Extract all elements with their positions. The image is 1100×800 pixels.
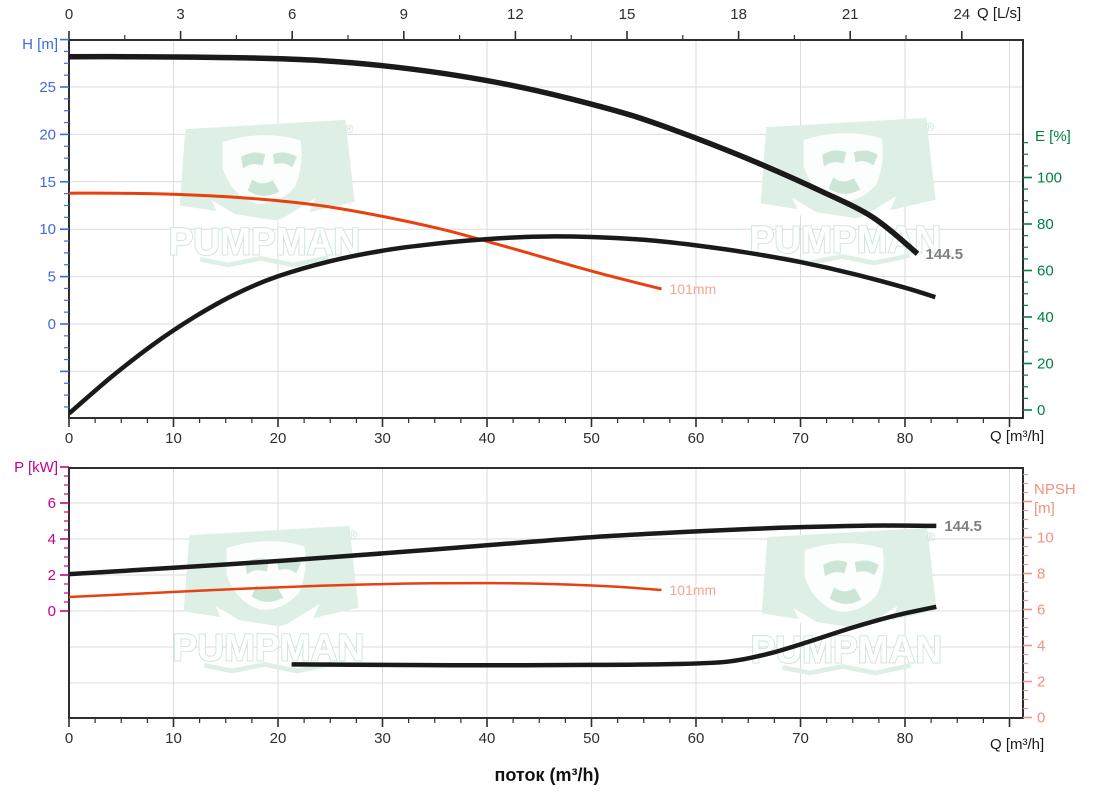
svg-text:80: 80: [897, 730, 914, 747]
svg-text:21: 21: [842, 6, 859, 23]
power-curve-144.5: 144.5: [69, 518, 982, 577]
svg-text:6: 6: [48, 495, 56, 512]
svg-text:60: 60: [688, 730, 705, 747]
svg-text:4: 4: [1037, 638, 1045, 655]
efficiency-curve-144.5: [69, 234, 936, 416]
svg-text:0: 0: [1037, 710, 1045, 727]
svg-text:80: 80: [1037, 216, 1054, 233]
svg-text:10: 10: [165, 430, 182, 447]
head-curve-144.5: 144.5: [69, 53, 964, 263]
svg-text:0: 0: [65, 430, 73, 447]
svg-text:24: 24: [953, 6, 970, 23]
svg-text:6: 6: [1037, 602, 1045, 619]
svg-text:30: 30: [374, 430, 391, 447]
pumpman-watermark: ®PUMPMAN: [172, 525, 365, 674]
power-axis-title: P [kW]: [14, 459, 58, 476]
curve-label: 144.5: [944, 518, 982, 535]
curve-label: 101mm: [670, 281, 717, 297]
svg-text:15: 15: [39, 174, 56, 191]
efficiency-axis-title: E [%]: [1035, 128, 1071, 145]
pumpman-watermark: ®PUMPMAN: [749, 117, 942, 266]
svg-text:15: 15: [619, 6, 636, 23]
flow-axis-title: поток (m³/h): [494, 765, 600, 785]
curve-label: 144.5: [926, 246, 964, 263]
svg-text:40: 40: [1037, 309, 1054, 326]
svg-text:20: 20: [270, 730, 287, 747]
svg-text:10: 10: [1037, 530, 1054, 547]
svg-text:3: 3: [176, 6, 184, 23]
svg-text:2: 2: [48, 567, 56, 584]
svg-text:0: 0: [65, 6, 73, 23]
axis-ticks: 0 10 20 30 40 50 60 70 80 0 3 6 9 12 15 18 21 24 0 5 10 15 20 2…: [39, 6, 1062, 447]
svg-text:9: 9: [400, 6, 408, 23]
svg-text:50: 50: [583, 430, 600, 447]
registered-mark-icon: ®: [345, 122, 354, 136]
svg-text:18: 18: [730, 6, 747, 23]
svg-text:4: 4: [48, 531, 56, 548]
svg-text:5: 5: [48, 269, 56, 286]
svg-text:0: 0: [65, 730, 73, 747]
svg-text:80: 80: [897, 430, 914, 447]
registered-mark-icon: ®: [349, 528, 358, 542]
svg-text:20: 20: [270, 430, 287, 447]
svg-text:70: 70: [792, 430, 809, 447]
svg-text:10: 10: [165, 730, 182, 747]
power-curve-101mm: 101mm: [69, 581, 717, 599]
svg-text:0: 0: [1037, 402, 1045, 419]
npsh-axis-unit: [m]: [1034, 500, 1055, 517]
svg-text:2: 2: [1037, 674, 1045, 691]
npsh-axis-title: NPSH: [1034, 481, 1076, 498]
svg-text:40: 40: [479, 430, 496, 447]
svg-text:0: 0: [48, 603, 56, 620]
q-m3h-axis-title-top: Q [m³/h]: [990, 428, 1045, 445]
svg-text:60: 60: [1037, 263, 1054, 280]
svg-text:40: 40: [479, 730, 496, 747]
head-curve-101mm: 101mm: [69, 191, 717, 297]
svg-text:25: 25: [39, 79, 56, 96]
q-m3h-axis-title-bottom: Q [m³/h]: [990, 736, 1045, 753]
svg-text:30: 30: [374, 730, 391, 747]
registered-mark-icon: ®: [927, 530, 936, 544]
curve-label: 101mm: [670, 582, 717, 598]
h-axis-title: H [m]: [22, 36, 58, 53]
svg-text:12: 12: [507, 6, 524, 23]
svg-text:60: 60: [688, 430, 705, 447]
svg-text:20: 20: [1037, 356, 1054, 373]
svg-text:50: 50: [583, 730, 600, 747]
svg-text:20: 20: [39, 126, 56, 143]
npsh-curve-144.5: [291, 604, 937, 668]
svg-text:6: 6: [288, 6, 296, 23]
svg-text:70: 70: [792, 730, 809, 747]
watermark-text: PUMPMAN: [169, 221, 361, 264]
svg-text:10: 10: [39, 221, 56, 238]
svg-text:0: 0: [48, 316, 56, 333]
registered-mark-icon: ®: [926, 120, 935, 134]
svg-text:100: 100: [1037, 170, 1062, 187]
svg-text:8: 8: [1037, 566, 1045, 583]
pumpman-watermark: ®PUMPMAN: [750, 527, 943, 676]
q-ls-axis-title: Q [L/s]: [977, 5, 1022, 22]
pumpman-watermark: ® PUMPMAN: [168, 119, 361, 268]
